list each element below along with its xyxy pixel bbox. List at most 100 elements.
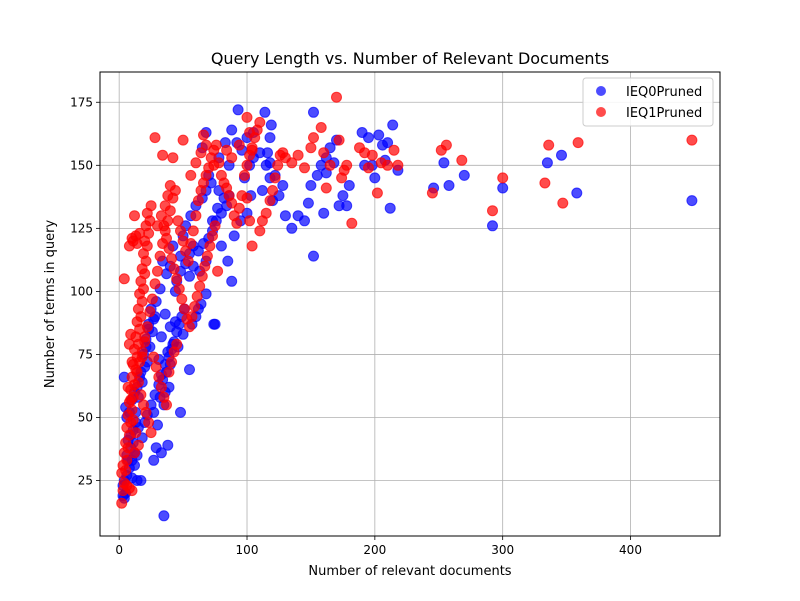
data-point [155, 210, 167, 222]
data-point [163, 243, 175, 254]
data-point [244, 215, 256, 227]
data-point [164, 180, 176, 191]
data-point [143, 417, 155, 428]
data-point [269, 172, 281, 184]
data-point [233, 202, 245, 214]
data-point [175, 406, 186, 418]
data-point [305, 180, 317, 191]
data-point [180, 245, 192, 257]
data-point [204, 240, 216, 252]
data-point [308, 106, 319, 118]
data-point [286, 222, 298, 234]
chart-title: Query Length vs. Number of Relevant Docu… [211, 49, 609, 68]
data-point [221, 144, 233, 156]
data-point [191, 290, 203, 302]
x-tick-label: 0 [115, 543, 123, 557]
data-point [259, 106, 271, 118]
data-point [129, 447, 140, 459]
data-point [458, 169, 470, 181]
data-point [154, 250, 166, 262]
data-point [373, 129, 385, 141]
data-point [184, 321, 195, 333]
data-point [184, 270, 195, 282]
data-point [302, 197, 314, 209]
data-point [686, 195, 698, 207]
data-point [318, 147, 330, 159]
x-tick-label: 200 [363, 543, 386, 557]
data-point [175, 225, 186, 237]
data-point [162, 190, 174, 202]
data-point [254, 116, 266, 128]
data-point [265, 119, 277, 131]
data-point [366, 149, 378, 161]
y-tick-label: 125 [70, 221, 93, 235]
data-point [311, 169, 323, 181]
data-point [171, 338, 183, 350]
data-point [543, 139, 555, 151]
data-point [226, 124, 238, 136]
data-point [148, 351, 160, 363]
data-point [199, 260, 211, 272]
data-point [161, 399, 172, 411]
data-point [341, 200, 353, 212]
data-point [299, 162, 310, 174]
data-point [139, 336, 151, 348]
data-point [299, 215, 310, 227]
y-axis-label: Number of terms in query [43, 220, 58, 389]
data-point [315, 122, 327, 133]
data-point [177, 134, 189, 146]
data-point [167, 152, 179, 164]
data-point [190, 210, 202, 222]
x-tick-label: 300 [491, 543, 514, 557]
data-point [308, 250, 319, 262]
data-point [246, 144, 258, 156]
data-point [136, 346, 148, 358]
data-point [208, 159, 220, 171]
data-point [292, 149, 304, 161]
data-point [134, 356, 146, 368]
data-point [118, 273, 130, 285]
data-point [556, 149, 567, 161]
data-point [320, 182, 332, 194]
axis-ticks: 0 100 200 300 400 25 50 75 100 125 150 175 [70, 95, 642, 557]
data-point [228, 230, 240, 242]
data-point [438, 157, 450, 169]
data-point [286, 157, 298, 169]
data-point [369, 172, 381, 184]
data-point [487, 205, 498, 217]
data-point [195, 147, 207, 159]
data-point [232, 104, 244, 116]
data-point [194, 280, 206, 292]
data-point [215, 240, 227, 252]
data-point [331, 91, 342, 103]
data-point [158, 510, 170, 522]
data-point [341, 159, 353, 171]
data-point [189, 301, 201, 312]
data-point [264, 132, 276, 144]
data-point [125, 394, 137, 406]
data-point [272, 159, 284, 171]
data-point [333, 134, 345, 146]
data-point [187, 225, 199, 237]
data-point [239, 169, 250, 181]
data-point [159, 200, 171, 212]
data-points [116, 91, 698, 522]
data-point [127, 414, 139, 426]
data-point [130, 427, 142, 439]
data-point [161, 232, 172, 244]
data-point [131, 366, 143, 378]
data-point [305, 142, 317, 154]
data-point [153, 371, 165, 383]
data-point [456, 154, 468, 166]
data-point [443, 180, 455, 191]
data-point [387, 119, 399, 131]
y-tick-label: 150 [70, 158, 93, 172]
data-point [318, 207, 330, 219]
data-point [127, 235, 139, 247]
data-point [308, 132, 319, 144]
data-point [122, 381, 134, 393]
data-point [226, 197, 238, 209]
data-point [192, 195, 204, 207]
data-point [121, 480, 133, 492]
